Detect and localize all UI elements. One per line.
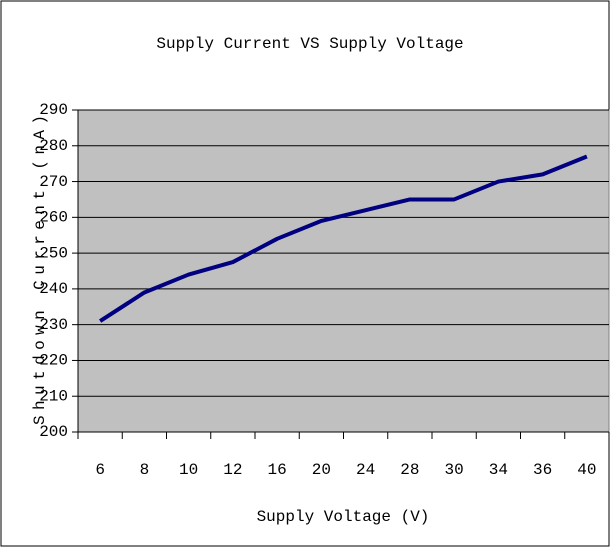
x-tick-label: 28 <box>400 461 419 479</box>
y-tick-label: 210 <box>39 387 68 405</box>
y-tick-label: 250 <box>39 244 68 262</box>
x-tick-label: 8 <box>140 461 150 479</box>
y-tick-label: 220 <box>39 352 68 370</box>
chart-title: Supply Current VS Supply Voltage <box>156 35 463 53</box>
y-tick-label: 280 <box>39 137 68 155</box>
y-tick-label: 260 <box>39 209 68 227</box>
x-tick-label: 24 <box>356 461 375 479</box>
y-tick-label: 290 <box>39 101 68 119</box>
x-tick-label: 34 <box>489 461 508 479</box>
x-tick-label: 20 <box>312 461 331 479</box>
x-tick-label: 10 <box>179 461 198 479</box>
y-tick-label: 200 <box>39 423 68 441</box>
y-tick-label: 240 <box>39 280 68 298</box>
x-tick-label: 6 <box>95 461 105 479</box>
plot-area <box>77 109 610 433</box>
x-tick-label: 36 <box>533 461 552 479</box>
x-tick-label: 30 <box>445 461 464 479</box>
y-axis-label: Shutdown Current (nA) <box>31 115 49 425</box>
y-tick-label: 270 <box>39 173 68 191</box>
data-line <box>99 154 588 323</box>
x-tick-label: 40 <box>577 461 596 479</box>
y-tick-label: 230 <box>39 316 68 334</box>
x-tick-label: 16 <box>268 461 287 479</box>
x-axis-label: Supply Voltage (V) <box>257 508 430 526</box>
x-tick-label: 12 <box>223 461 242 479</box>
